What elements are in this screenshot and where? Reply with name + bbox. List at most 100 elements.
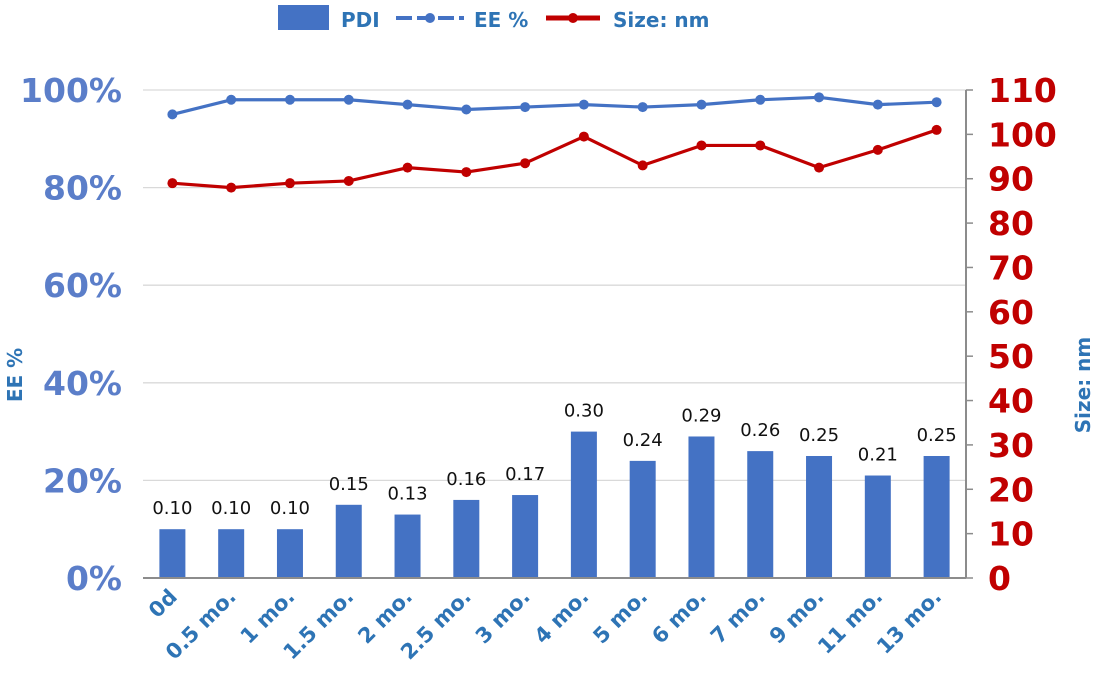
legend-pdi-swatch [278, 5, 329, 30]
pdi-bars [159, 431, 950, 578]
right-axis-tick-label: 50 [988, 337, 1034, 376]
pdi-bar [688, 436, 715, 578]
x-axis-tick-label: 11 mo. [813, 585, 887, 659]
pdi-data-label: 0.10 [211, 498, 251, 519]
left-axis-title: EE % [3, 348, 27, 402]
pdi-bar [453, 499, 480, 578]
legend-ee-label: EE % [474, 8, 528, 32]
ee-point [520, 102, 531, 113]
size-point [284, 178, 295, 189]
pdi-data-label: 0.17 [505, 464, 545, 485]
pdi-bar [570, 431, 597, 578]
ee-point [402, 99, 413, 110]
pdi-data-label: 0.13 [387, 484, 427, 505]
pdi-bar [218, 529, 245, 578]
x-axis-tick-label: 3 mo. [471, 585, 535, 649]
ee-point [284, 94, 295, 105]
pdi-data-label: 0.25 [917, 425, 957, 446]
x-axis-tick-label: 7 mo. [706, 585, 770, 649]
size-point [755, 140, 766, 151]
left-axis-tick-label: 40% [43, 364, 122, 403]
right-axis-tick-label: 100 [988, 115, 1057, 154]
pdi-bar [394, 514, 421, 578]
series-lines [167, 92, 942, 193]
size-point [226, 182, 237, 193]
right-axis-tick-label: 80 [988, 204, 1034, 243]
x-axis-tick-label: 6 mo. [647, 585, 711, 649]
pdi-bar [512, 495, 539, 578]
size-line [172, 128, 938, 190]
pdi-data-labels: 0.10 0.10 0.10 0.15 0.13 0.16 0.17 0.30 0.24 0.29… [152, 401, 956, 520]
x-axis-tick-label: 5 mo. [588, 585, 652, 649]
right-axis-tick-label: 70 [988, 248, 1034, 287]
size-point [814, 162, 825, 173]
legend-size-label: Size: nm [613, 8, 710, 32]
right-axis-tick-label: 110 [988, 71, 1057, 110]
ee-point [755, 94, 766, 105]
ee-point [872, 99, 883, 110]
pdi-bar [629, 460, 656, 578]
right-axis-tick-label: 60 [988, 293, 1034, 332]
ee-point [226, 94, 237, 105]
left-axis-tick-label: 60% [43, 266, 122, 305]
size-point [461, 167, 472, 178]
legend-size-marker [568, 13, 578, 23]
pdi-data-label: 0.21 [858, 445, 898, 466]
pdi-data-label: 0.15 [329, 474, 369, 495]
size-point [343, 175, 354, 186]
ee-point [637, 102, 648, 113]
pdi-data-label: 0.10 [270, 498, 310, 519]
pdi-bar [923, 456, 950, 578]
size-point [167, 178, 178, 189]
ee-point [814, 92, 825, 103]
right-axis-ticks: 0 10 20 30 40 50 60 70 80 90 100 110 [988, 71, 1057, 598]
right-axis-tick-label: 20 [988, 470, 1034, 509]
right-axis-tick-label: 30 [988, 426, 1034, 465]
pdi-data-label: 0.25 [799, 425, 839, 446]
x-axis-ticks: 0d0.5 mo.1 mo.1.5 mo.2 mo.2.5 mo.3 mo.4 … [144, 585, 946, 665]
pdi-bar [159, 529, 186, 578]
pdi-data-label: 0.29 [681, 405, 721, 426]
size-point [578, 131, 589, 142]
left-axis-tick-label: 100% [20, 71, 122, 110]
right-axis-tick-label: 40 [988, 382, 1034, 421]
legend-ee-marker [425, 13, 435, 23]
x-axis-tick-label: 13 mo. [872, 585, 946, 659]
left-axis-tick-label: 20% [43, 461, 122, 500]
left-axis-tick-label: 80% [43, 169, 122, 208]
size-point [402, 162, 413, 173]
pdi-bar [806, 456, 833, 578]
x-axis-tick-label: 4 mo. [530, 585, 594, 649]
right-axis-title: Size: nm [1071, 337, 1095, 434]
pdi-data-label: 0.30 [564, 401, 604, 422]
axes [143, 89, 973, 579]
left-axis-tick-label: 0% [66, 559, 122, 598]
size-point [637, 160, 648, 171]
size-point [931, 124, 942, 135]
size-point [520, 158, 531, 169]
right-axis-tick-label: 0 [988, 559, 1011, 598]
right-axis-tick-label: 90 [988, 160, 1034, 199]
size-point [872, 144, 883, 155]
pdi-bar [864, 475, 891, 578]
ee-point [343, 94, 354, 105]
ee-line [172, 95, 937, 116]
x-axis-tick-label: 0d [144, 585, 182, 623]
pdi-bar [747, 451, 774, 578]
ee-point [167, 109, 178, 120]
legend: PDI EE % Size: nm [278, 5, 710, 32]
pdi-data-label: 0.16 [446, 469, 486, 490]
ee-point [461, 104, 472, 115]
legend-pdi-label: PDI [341, 8, 380, 32]
ee-point [578, 99, 589, 110]
pdi-data-label: 0.26 [740, 420, 780, 441]
pdi-bar [276, 529, 303, 578]
ee-point [696, 99, 707, 110]
pdi-data-label: 0.10 [152, 498, 192, 519]
pdi-bar [335, 504, 362, 578]
right-axis-tick-label: 10 [988, 515, 1034, 554]
ee-point [931, 97, 942, 108]
left-axis-ticks: 0% 20% 40% 60% 80% 100% [20, 71, 122, 598]
size-point [696, 140, 707, 151]
